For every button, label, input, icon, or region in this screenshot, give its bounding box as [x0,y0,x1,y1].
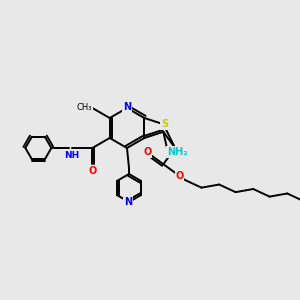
Text: N: N [124,197,132,207]
Text: O: O [143,147,151,158]
Text: NH: NH [64,152,79,160]
Text: CH₃: CH₃ [76,103,92,112]
Text: O: O [176,171,184,181]
Text: S: S [161,119,168,129]
Text: N: N [123,102,131,112]
Text: NH₂: NH₂ [167,147,188,157]
Text: O: O [88,166,97,176]
